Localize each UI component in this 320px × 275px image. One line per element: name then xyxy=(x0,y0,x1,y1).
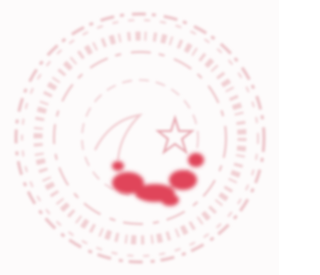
seal-image xyxy=(0,0,279,275)
blot xyxy=(161,194,179,206)
blot xyxy=(169,170,197,190)
blot xyxy=(188,153,204,167)
page: (() => { const data = JSON.parse(documen… xyxy=(0,0,279,275)
blot xyxy=(112,161,124,171)
